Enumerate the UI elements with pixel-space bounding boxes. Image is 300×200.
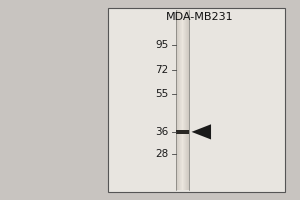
Bar <box>184 10 185 190</box>
Bar <box>180 10 181 190</box>
Bar <box>176 10 177 190</box>
Bar <box>177 10 178 190</box>
Bar <box>178 10 179 190</box>
Bar <box>183 10 184 190</box>
Bar <box>181 10 182 190</box>
Bar <box>179 10 180 190</box>
Bar <box>182 10 183 190</box>
Text: 95: 95 <box>155 40 169 50</box>
Bar <box>183 10 184 190</box>
Bar <box>180 10 181 190</box>
Bar <box>185 10 186 190</box>
Bar <box>176 130 188 134</box>
Bar <box>177 10 178 190</box>
Polygon shape <box>191 124 211 139</box>
Bar <box>184 10 185 190</box>
Bar <box>187 10 188 190</box>
Bar <box>182 10 183 190</box>
Bar <box>184 10 185 190</box>
Text: 36: 36 <box>155 127 169 137</box>
Bar <box>179 10 180 190</box>
Bar <box>185 10 186 190</box>
Bar <box>178 10 179 190</box>
Bar <box>0 0 108 200</box>
Bar <box>181 10 182 190</box>
Bar <box>184 10 185 190</box>
Bar <box>177 10 178 190</box>
Text: 72: 72 <box>155 65 169 75</box>
Bar <box>180 10 181 190</box>
Text: 28: 28 <box>155 149 169 159</box>
Bar <box>180 10 181 190</box>
Bar <box>179 10 180 190</box>
Text: MDA-MB231: MDA-MB231 <box>166 12 234 22</box>
Bar <box>187 10 188 190</box>
Bar <box>186 10 187 190</box>
Bar <box>182 10 183 190</box>
Bar <box>176 10 177 190</box>
Bar <box>188 10 189 190</box>
Bar <box>181 10 182 190</box>
Bar <box>178 10 179 190</box>
Bar <box>185 10 186 190</box>
Bar <box>177 10 178 190</box>
Bar <box>183 10 184 190</box>
Bar <box>108 8 285 192</box>
Bar <box>182 10 183 190</box>
Bar <box>187 10 188 190</box>
Bar <box>179 10 180 190</box>
Bar <box>188 10 189 190</box>
Bar <box>186 10 187 190</box>
Bar <box>185 10 186 190</box>
Bar <box>186 10 187 190</box>
Bar <box>183 10 184 190</box>
Bar <box>188 10 189 190</box>
Text: 55: 55 <box>155 89 169 99</box>
Bar <box>186 10 187 190</box>
Bar <box>181 10 182 190</box>
Bar <box>178 10 179 190</box>
Bar <box>187 10 188 190</box>
